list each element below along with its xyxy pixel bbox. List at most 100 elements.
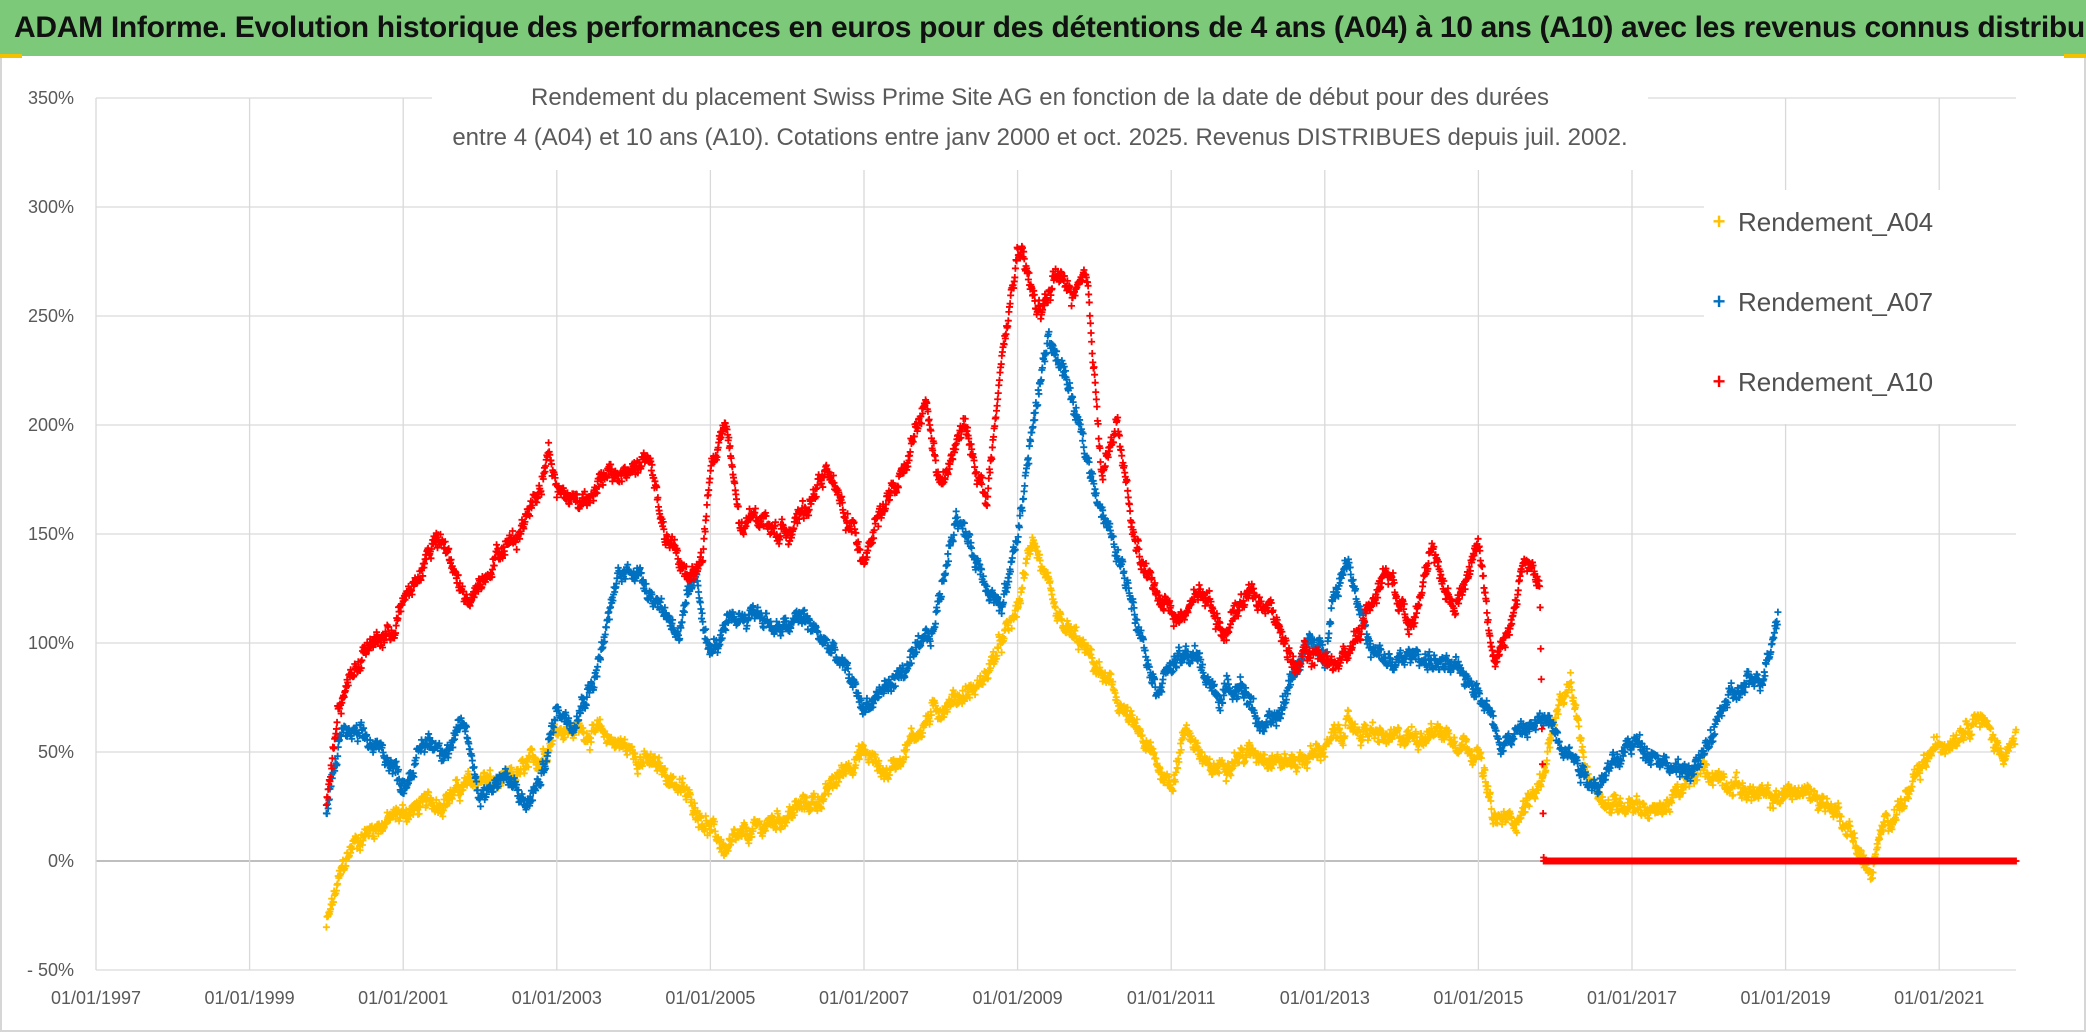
point-rendement-a04 bbox=[356, 846, 364, 854]
point-rendement-a07 bbox=[695, 588, 703, 596]
point-rendement-a04 bbox=[532, 755, 540, 763]
point-rendement-a04 bbox=[347, 849, 355, 857]
point-rendement-a04 bbox=[1493, 819, 1501, 827]
point-rendement-a04 bbox=[1344, 707, 1352, 715]
point-rendement-a04 bbox=[1463, 736, 1471, 744]
point-rendement-a04 bbox=[1046, 577, 1054, 585]
point-rendement-a04 bbox=[1268, 764, 1276, 772]
point-rendement-a04 bbox=[528, 746, 536, 754]
point-rendement-a04 bbox=[875, 757, 883, 765]
point-rendement-a04 bbox=[1033, 543, 1040, 551]
point-rendement-a04 bbox=[1568, 686, 1576, 694]
point-rendement-a04 bbox=[686, 791, 694, 799]
point-rendement-a04 bbox=[959, 687, 967, 695]
point-rendement-a04 bbox=[1206, 755, 1214, 763]
point-rendement-a07 bbox=[952, 507, 960, 515]
point-rendement-a04 bbox=[1341, 721, 1349, 729]
point-rendement-a04 bbox=[1339, 741, 1347, 749]
point-rendement-a04 bbox=[835, 778, 843, 786]
point-rendement-a04 bbox=[1021, 571, 1029, 579]
corner-accent-right bbox=[2064, 54, 2086, 58]
point-rendement-a04 bbox=[842, 770, 850, 778]
point-rendement-a04 bbox=[1408, 723, 1416, 731]
point-rendement-a04 bbox=[415, 810, 423, 818]
point-rendement-a04 bbox=[1177, 739, 1185, 747]
point-rendement-a04 bbox=[892, 765, 900, 773]
point-rendement-a04 bbox=[943, 708, 951, 716]
point-rendement-a04 bbox=[993, 652, 1001, 660]
point-rendement-a04 bbox=[647, 750, 655, 758]
point-rendement-a04 bbox=[425, 788, 433, 796]
point-rendement-a04 bbox=[1487, 797, 1495, 805]
point-rendement-a04 bbox=[966, 694, 974, 702]
point-rendement-a04 bbox=[1477, 754, 1485, 762]
point-rendement-a04 bbox=[1525, 802, 1533, 810]
point-rendement-a04 bbox=[1125, 718, 1133, 726]
point-rendement-a04 bbox=[902, 753, 910, 761]
point-rendement-a04 bbox=[994, 644, 1002, 652]
point-rendement-a04 bbox=[1172, 768, 1180, 776]
point-rendement-a04 bbox=[1107, 670, 1115, 678]
point-rendement-a04 bbox=[989, 648, 997, 656]
point-rendement-a04 bbox=[711, 818, 719, 826]
point-rendement-a04 bbox=[524, 763, 532, 771]
point-rendement-a07 bbox=[1031, 409, 1039, 417]
point-rendement-a04 bbox=[871, 751, 879, 759]
corner-accent-left bbox=[0, 54, 22, 58]
point-rendement-a04 bbox=[1227, 766, 1235, 774]
point-rendement-a07 bbox=[1327, 604, 1335, 612]
point-rendement-a04 bbox=[337, 870, 345, 878]
point-rendement-a07 bbox=[944, 550, 952, 558]
point-rendement-a04 bbox=[1531, 795, 1539, 803]
point-rendement-a04 bbox=[949, 686, 957, 694]
point-rendement-a07 bbox=[1079, 437, 1087, 445]
point-rendement-a04 bbox=[717, 836, 725, 844]
point-rendement-a04 bbox=[456, 797, 464, 805]
point-rendement-a07 bbox=[1327, 619, 1335, 627]
point-rendement-a04 bbox=[1733, 768, 1741, 776]
data-points bbox=[322, 242, 2020, 931]
point-rendement-a04 bbox=[1222, 777, 1230, 785]
point-rendement-a04 bbox=[1369, 718, 1377, 726]
point-rendement-a04 bbox=[1577, 734, 1585, 742]
point-rendement-a04 bbox=[1564, 689, 1572, 697]
point-rendement-a07 bbox=[1025, 442, 1033, 450]
point-rendement-a04 bbox=[1242, 753, 1250, 761]
point-rendement-a04 bbox=[701, 825, 709, 833]
point-rendement-a07 bbox=[1080, 443, 1088, 451]
point-rendement-a04 bbox=[1355, 726, 1363, 734]
point-rendement-a04 bbox=[339, 856, 347, 864]
point-rendement-a04 bbox=[1544, 748, 1552, 756]
point-rendement-a04 bbox=[742, 825, 750, 833]
point-rendement-a04 bbox=[1484, 782, 1492, 790]
point-rendement-a04 bbox=[1307, 742, 1315, 750]
point-rendement-a07 bbox=[1091, 485, 1099, 493]
point-rendement-a04 bbox=[697, 813, 705, 821]
point-rendement-a04 bbox=[907, 724, 915, 732]
point-rendement-a04 bbox=[1404, 726, 1412, 734]
point-rendement-a04 bbox=[1317, 756, 1325, 764]
point-rendement-a04 bbox=[1174, 764, 1182, 772]
point-rendement-a04 bbox=[1513, 829, 1521, 837]
point-rendement-a04 bbox=[651, 753, 659, 761]
point-rendement-a04 bbox=[1554, 710, 1562, 718]
point-rendement-a04 bbox=[1227, 771, 1235, 779]
point-rendement-a04 bbox=[1481, 766, 1489, 774]
point-rendement-a04 bbox=[1036, 556, 1044, 564]
point-rendement-a04 bbox=[1566, 679, 1574, 687]
point-rendement-a04 bbox=[621, 736, 629, 744]
point-rendement-a04 bbox=[748, 833, 756, 841]
point-rendement-a04 bbox=[436, 801, 444, 809]
point-rendement-a04 bbox=[1062, 629, 1070, 637]
point-rendement-a04 bbox=[392, 815, 400, 823]
point-rendement-a04 bbox=[1440, 735, 1448, 743]
point-rendement-a07 bbox=[1236, 673, 1244, 681]
point-rendement-a07 bbox=[468, 757, 476, 765]
point-rendement-a04 bbox=[965, 690, 973, 698]
point-rendement-a04 bbox=[405, 815, 413, 823]
point-rendement-a04 bbox=[564, 730, 572, 738]
point-rendement-a04 bbox=[984, 674, 992, 682]
point-rendement-a04 bbox=[1026, 550, 1034, 558]
point-rendement-a07 bbox=[602, 623, 610, 631]
